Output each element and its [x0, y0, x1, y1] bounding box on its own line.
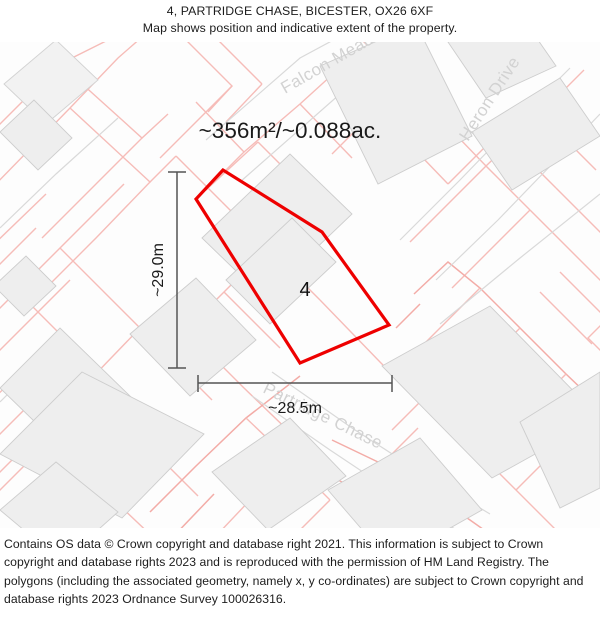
page-title: 4, PARTRIDGE CHASE, BICESTER, OX26 6XF — [166, 4, 434, 18]
dimension-horizontal-label: ~28.5m — [268, 400, 322, 417]
dimension-vertical: ~29.0m — [150, 171, 186, 369]
area-label: ~356m²/~0.088ac. — [199, 118, 382, 143]
map-header: 4, PARTRIDGE CHASE, BICESTER, OX26 6XF M… — [0, 0, 600, 42]
dimension-horizontal: ~28.5m — [197, 375, 393, 417]
map-canvas[interactable]: .pline { fill:none; stroke:#f6bcb8; stro… — [0, 42, 600, 528]
property-boundary-polygon — [193, 167, 392, 366]
dimension-vertical-label: ~29.0m — [150, 243, 167, 297]
buildings — [0, 42, 600, 528]
page-subtitle: Map shows position and indicative extent… — [142, 21, 458, 35]
map-footer: Contains OS data © Crown copyright and d… — [0, 530, 600, 625]
copyright-text: Contains OS data © Crown copyright and d… — [4, 537, 584, 606]
plot-number-label: 4 — [299, 279, 310, 301]
map-svg: .pline { fill:none; stroke:#f6bcb8; stro… — [0, 42, 600, 528]
